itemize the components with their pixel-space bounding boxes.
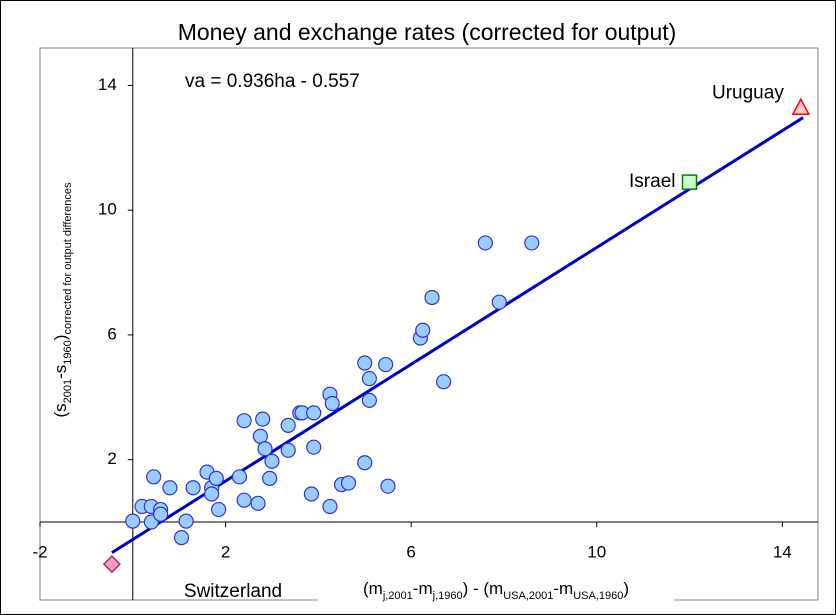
point <box>380 478 396 494</box>
subscript: j,1960 <box>432 590 463 602</box>
y-tick-label: 2 <box>107 449 116 468</box>
point <box>255 411 271 427</box>
y-tick-label: 6 <box>107 324 116 343</box>
point <box>303 486 319 502</box>
point <box>231 469 248 485</box>
label-text: (m <box>363 579 383 598</box>
x-tick-label: 10 <box>587 543 606 562</box>
x-label-bg <box>318 578 674 606</box>
axes: -2 2 6 10 14 2 6 10 14 <box>32 48 818 600</box>
point <box>204 486 220 502</box>
annotation: va = 0.936ha - 0.557 <box>185 71 360 92</box>
point <box>162 480 178 496</box>
point <box>306 439 322 455</box>
subscript: USA,1960 <box>573 590 623 602</box>
y-label-bg <box>48 130 76 470</box>
point-label: Israel <box>629 171 675 192</box>
point <box>357 455 373 471</box>
subscript: corrected for output differences <box>62 182 74 335</box>
point <box>153 506 169 522</box>
point <box>361 392 377 409</box>
point <box>173 530 190 546</box>
x-tick-label: 2 <box>221 543 230 562</box>
marks: Uruguay Israel Switzerland <box>102 82 811 602</box>
point <box>415 322 431 338</box>
x-tick-label: -2 <box>32 543 47 562</box>
point <box>436 374 452 390</box>
label-text: (s <box>51 403 70 417</box>
point <box>322 498 338 515</box>
x-axis-label: (mj,2001-mj,1960) - (mUSA,2001-mUSA,1960… <box>363 579 629 601</box>
point <box>250 495 266 511</box>
label-text: -m <box>413 579 433 598</box>
point <box>211 501 227 518</box>
fit-line <box>111 116 804 554</box>
label-text: ) - (m <box>463 579 504 598</box>
point <box>524 235 540 251</box>
point <box>280 417 296 433</box>
point <box>491 294 507 310</box>
point <box>340 475 357 491</box>
point <box>185 480 201 496</box>
label-text: -s <box>51 365 70 379</box>
x-tick-label: 6 <box>406 543 415 562</box>
point <box>477 235 493 251</box>
label-text: ) <box>623 579 629 598</box>
y-tick-label: 14 <box>98 75 117 94</box>
subscript: j,2001 <box>382 590 413 602</box>
point <box>262 470 278 486</box>
point <box>178 513 194 529</box>
point <box>424 289 440 306</box>
subscript: 2001 <box>62 379 74 403</box>
point <box>324 395 340 412</box>
subscript: 1960 <box>62 340 74 364</box>
point <box>146 469 162 485</box>
point-label: Uruguay <box>712 82 784 103</box>
labeled-point <box>681 174 698 190</box>
point <box>264 453 280 469</box>
point <box>361 370 377 387</box>
point <box>236 492 252 508</box>
x-tick-label: 14 <box>773 543 792 562</box>
point <box>306 405 322 421</box>
y-axis-label: (s2001-s1960)corrected for output differ… <box>51 182 73 418</box>
point <box>378 356 394 373</box>
y-tick-label: 10 <box>98 200 117 219</box>
labeled-point <box>791 97 811 116</box>
label-text: -m <box>553 579 573 598</box>
subscript: USA,2001 <box>503 590 553 602</box>
point <box>280 442 296 458</box>
point <box>357 355 373 371</box>
point-label: Switzerland <box>184 581 282 602</box>
label-text: ) <box>51 335 70 341</box>
point <box>125 513 141 529</box>
labeled-point <box>102 555 121 574</box>
chart-title: Money and exchange rates (corrected for … <box>178 19 677 45</box>
point <box>236 413 252 429</box>
point <box>208 470 224 486</box>
point <box>257 441 273 457</box>
